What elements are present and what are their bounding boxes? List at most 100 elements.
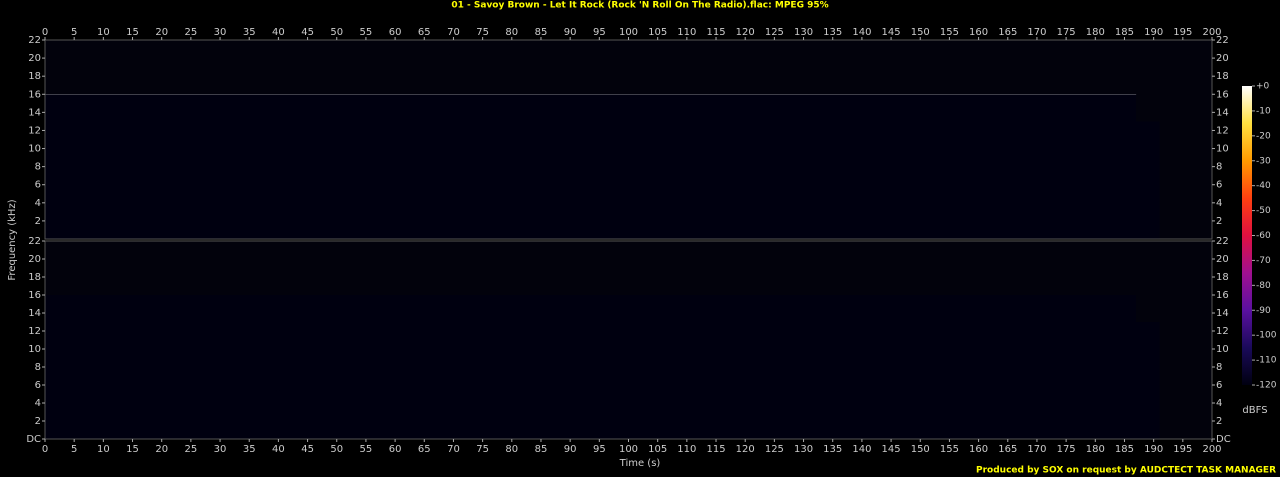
y-tick-label: 10 <box>28 144 41 155</box>
spectrum-area <box>45 295 1160 439</box>
y-tick-label-right: 6 <box>1216 180 1222 191</box>
x-tick-label: 120 <box>736 444 755 455</box>
y-tick-label-right: 14 <box>1216 107 1229 118</box>
y-tick-label: 10 <box>28 344 41 355</box>
x-tick-label-top: 45 <box>301 27 314 38</box>
y-tick-label-right: 8 <box>1216 362 1222 373</box>
colorbar-tick-label: -40 <box>1256 181 1271 191</box>
x-tick-label: 135 <box>823 444 842 455</box>
x-tick-label-top: 170 <box>1027 27 1046 38</box>
colorbar-tick-label: +0 <box>1256 82 1270 92</box>
y-tick-label-right: 22 <box>1216 35 1229 46</box>
colorbar-tick-label: -80 <box>1256 281 1271 291</box>
y-tick-label: 12 <box>28 326 41 337</box>
x-tick-label-top: 55 <box>360 27 373 38</box>
x-tick-label: 195 <box>1173 444 1192 455</box>
x-tick-label-top: 120 <box>736 27 755 38</box>
x-tick-label: 30 <box>214 444 227 455</box>
y-tick-label: 18 <box>28 71 41 82</box>
x-tick-label-top: 95 <box>593 27 606 38</box>
y-tick-label-right: 4 <box>1216 398 1222 409</box>
y-tick-label: 14 <box>28 107 41 118</box>
x-tick-label: 15 <box>126 444 139 455</box>
x-tick-label: 45 <box>301 444 314 455</box>
x-tick-label-top: 145 <box>882 27 901 38</box>
y-tick-label-right: 8 <box>1216 162 1222 173</box>
x-tick-label-top: 85 <box>535 27 548 38</box>
y-tick-label-right: 18 <box>1216 71 1229 82</box>
x-tick-label-top: 150 <box>911 27 930 38</box>
x-tick-label: 25 <box>185 444 198 455</box>
colorbar-tick-label: -90 <box>1256 306 1271 316</box>
x-tick-label-top: 15 <box>126 27 139 38</box>
x-tick-label: 180 <box>1086 444 1105 455</box>
x-tick-label: 165 <box>998 444 1017 455</box>
y-tick-label: 8 <box>35 162 41 173</box>
y-tick-label-right: DC <box>1216 434 1231 445</box>
x-tick-label-top: 90 <box>564 27 577 38</box>
colorbar-label: dBFS <box>1242 405 1267 416</box>
x-tick-label: 100 <box>619 444 638 455</box>
y-tick-label: 16 <box>28 290 41 301</box>
y-tick-label-right: 14 <box>1216 308 1229 319</box>
x-tick-label-top: 155 <box>940 27 959 38</box>
colorbar-tick-label: -30 <box>1256 156 1271 166</box>
footer: Produced by SOX on request by AUDCTECT T… <box>976 466 1276 476</box>
x-tick-label-top: 30 <box>214 27 227 38</box>
x-tick-label-top: 35 <box>243 27 256 38</box>
y-tick-label-right: 10 <box>1216 344 1229 355</box>
y-tick-label: 16 <box>28 89 41 100</box>
x-tick-label-top: 195 <box>1173 27 1192 38</box>
chart-title: 01 - Savoy Brown - Let It Rock (Rock 'N … <box>451 1 828 11</box>
x-tick-label-top: 160 <box>969 27 988 38</box>
x-tick-label-top: 140 <box>852 27 871 38</box>
y-tick-label: DC <box>26 434 41 445</box>
x-tick-label-top: 185 <box>1115 27 1134 38</box>
x-tick-label: 65 <box>418 444 431 455</box>
colorbar <box>1242 86 1252 385</box>
colorbar-tick-label: -50 <box>1256 206 1271 216</box>
y-tick-label: 20 <box>28 53 41 64</box>
x-tick-label: 75 <box>476 444 489 455</box>
x-tick-label: 170 <box>1027 444 1046 455</box>
colorbar-tick-label: -70 <box>1256 256 1271 266</box>
x-tick-label: 35 <box>243 444 256 455</box>
x-tick-label: 85 <box>535 444 548 455</box>
x-tick-label: 5 <box>71 444 77 455</box>
y-tick-label-right: 20 <box>1216 254 1229 265</box>
x-tick-label: 0 <box>42 444 48 455</box>
x-tick-label: 115 <box>706 444 725 455</box>
x-tick-label-top: 100 <box>619 27 638 38</box>
y-tick-label: 12 <box>28 125 41 136</box>
x-tick-label-top: 110 <box>677 27 696 38</box>
x-tick-label: 160 <box>969 444 988 455</box>
x-tick-label: 145 <box>882 444 901 455</box>
y-tick-label: 6 <box>35 380 41 391</box>
y-tick-label: 6 <box>35 180 41 191</box>
x-tick-label: 40 <box>272 444 285 455</box>
x-tick-label: 150 <box>911 444 930 455</box>
x-tick-label: 55 <box>360 444 373 455</box>
x-tick-label: 80 <box>505 444 518 455</box>
y-tick-label: 4 <box>35 198 41 209</box>
y-tick-label-right: 2 <box>1216 416 1222 427</box>
x-tick-label-top: 180 <box>1086 27 1105 38</box>
y-tick-label-right: 2 <box>1216 216 1222 227</box>
y-tick-label-right: 16 <box>1216 290 1229 301</box>
x-tick-label-top: 60 <box>389 27 402 38</box>
x-tick-label-top: 50 <box>330 27 343 38</box>
x-tick-label-top: 80 <box>505 27 518 38</box>
colorbar-tick-label: -10 <box>1256 106 1271 116</box>
spectrum-area <box>45 94 1160 239</box>
colorbar-tick-label: -20 <box>1256 131 1271 141</box>
y-tick-label-right: 22 <box>1216 236 1229 247</box>
x-tick-label: 155 <box>940 444 959 455</box>
x-tick-label-top: 190 <box>1144 27 1163 38</box>
x-tick-label-top: 135 <box>823 27 842 38</box>
x-tick-label: 95 <box>593 444 606 455</box>
y-tick-label: 4 <box>35 398 41 409</box>
x-tick-label-top: 130 <box>794 27 813 38</box>
x-tick-label-top: 115 <box>706 27 725 38</box>
y-tick-label: 22 <box>28 236 41 247</box>
x-tick-label: 125 <box>765 444 784 455</box>
